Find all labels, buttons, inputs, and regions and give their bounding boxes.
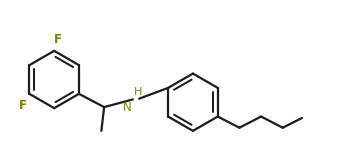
Text: F: F bbox=[54, 33, 62, 46]
Text: H: H bbox=[134, 87, 143, 97]
Text: N: N bbox=[123, 101, 131, 114]
Text: F: F bbox=[19, 99, 27, 112]
